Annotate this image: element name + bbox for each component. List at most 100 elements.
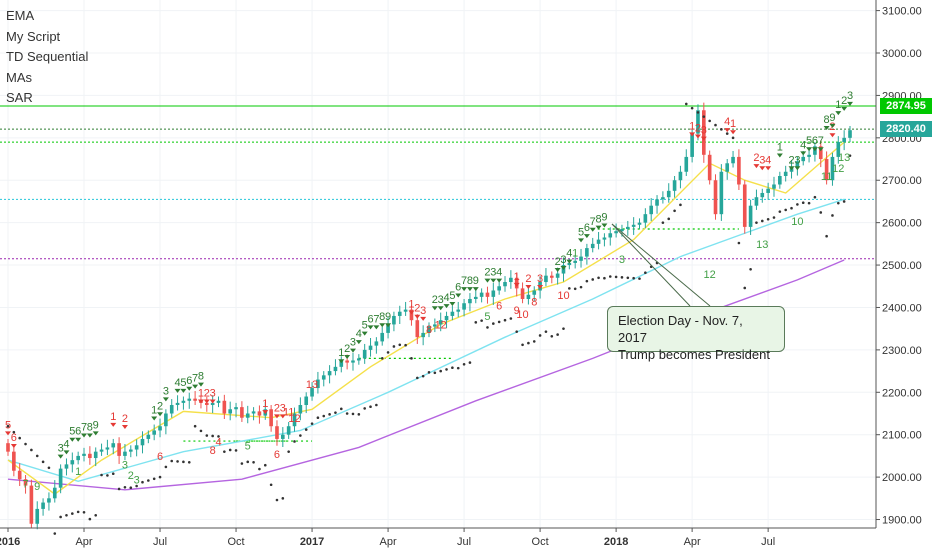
- legend-item-sar[interactable]: SAR: [6, 90, 33, 105]
- sar-dot: [299, 434, 302, 437]
- candle-body: [661, 197, 665, 200]
- sar-dot: [35, 454, 39, 458]
- td-buy-count-arrow: [583, 234, 590, 239]
- legend-item-ema[interactable]: EMA: [6, 8, 35, 23]
- x-tick-label: Apr: [684, 536, 701, 548]
- legend-item-my-script[interactable]: My Script: [6, 28, 61, 44]
- candle-body: [316, 379, 320, 389]
- td-buy-count-arrow: [461, 287, 468, 292]
- sar-dot: [725, 132, 729, 135]
- sar-dot: [743, 286, 747, 290]
- sar-dot: [404, 343, 407, 347]
- sar-dot: [720, 128, 723, 131]
- td-sell-count: 1: [198, 388, 204, 400]
- sar-dot: [661, 221, 665, 224]
- candle-body: [737, 156, 741, 185]
- sar-dot: [164, 465, 168, 469]
- candle-body: [620, 229, 624, 232]
- td-buy-count: 4: [800, 139, 806, 151]
- td-buy-count-arrow: [566, 259, 573, 264]
- sar-dot: [620, 276, 624, 279]
- td-buy-count: 9: [93, 419, 99, 431]
- candle-body: [479, 292, 484, 297]
- td-buy-count-arrow: [385, 323, 392, 328]
- td-buy-count-arrow: [92, 431, 99, 436]
- x-tick-label: Apr: [75, 536, 92, 548]
- sar-dot: [673, 209, 676, 213]
- sar-dot: [708, 119, 711, 123]
- td-buy-count: 3: [847, 90, 853, 102]
- td-buy-count-arrow: [192, 384, 199, 389]
- sar-dot: [205, 434, 209, 437]
- sar-dot: [199, 429, 203, 433]
- candle-body: [228, 409, 233, 414]
- candle-body: [473, 296, 478, 299]
- sar-dot: [632, 276, 635, 280]
- sar-dot: [410, 357, 413, 360]
- td-buy-count-arrow: [806, 147, 813, 152]
- candle-body: [58, 468, 63, 488]
- candle-body: [754, 197, 759, 206]
- td-sell-count-arrow: [209, 399, 216, 404]
- td-buy-count-arrow: [811, 147, 818, 152]
- candle-body: [433, 324, 437, 327]
- sar-dot: [684, 102, 688, 106]
- td-sell-count: 1: [110, 411, 116, 423]
- td-sell-count-arrow: [273, 414, 280, 419]
- td-buy-count-arrow: [180, 388, 187, 393]
- sar-dot: [246, 460, 250, 464]
- sar-dot: [65, 513, 68, 517]
- sar-dot: [714, 123, 717, 127]
- candle-body: [520, 288, 525, 299]
- td-sell-count-arrow: [5, 431, 11, 436]
- sar-dot: [398, 343, 402, 347]
- candle-body: [70, 460, 75, 465]
- candle-body: [766, 188, 770, 193]
- td-buy-count: 7: [590, 216, 596, 228]
- td-buy-count: 6: [75, 426, 81, 438]
- td-buy-count: 7: [192, 373, 198, 385]
- candle-body: [345, 360, 349, 363]
- candle-body: [111, 443, 116, 448]
- y-tick-label: 2700.00: [882, 175, 922, 187]
- sar-dot: [737, 241, 741, 245]
- td-buy-count: 8: [467, 275, 473, 287]
- sar-dot: [316, 416, 320, 420]
- td-buy-count: 2: [788, 154, 794, 166]
- td-sell-count-arrow: [759, 166, 766, 171]
- sar-dot: [6, 424, 10, 428]
- td-sell-count: 2: [414, 303, 420, 315]
- td-buy-count: 2: [157, 400, 163, 412]
- td-sell-count: 5: [5, 419, 11, 431]
- sar-dot: [258, 467, 261, 471]
- legend-item-td-sequential[interactable]: TD Sequential: [6, 49, 89, 64]
- candle-body: [269, 409, 273, 427]
- candle-body: [35, 508, 40, 524]
- candle-body: [234, 407, 238, 410]
- candle-body: [93, 451, 98, 459]
- td-setup-count: 13: [756, 239, 768, 251]
- td-buy-count-arrow: [829, 123, 836, 128]
- td-buy-count-arrow: [554, 268, 561, 273]
- td-sell-count-arrow: [408, 310, 415, 315]
- td-buy-count: 2: [841, 95, 847, 107]
- td-sell-count-arrow: [724, 128, 731, 133]
- td-buy-count-arrow: [75, 437, 82, 442]
- td-setup-count: 7: [22, 479, 28, 491]
- candle-body: [842, 137, 846, 143]
- td-buy-count-arrow: [817, 147, 824, 152]
- td-sell-count-arrow: [537, 285, 544, 290]
- td-buy-count: 6: [455, 282, 461, 294]
- candle-body: [333, 366, 338, 372]
- candle-body: [614, 231, 618, 234]
- sar-dot: [474, 321, 478, 324]
- td-setup-count: 5: [245, 441, 251, 453]
- sar-dot: [375, 403, 378, 407]
- td-sell-count-arrow: [279, 414, 286, 419]
- sar-dot: [532, 340, 536, 343]
- candle-body: [631, 224, 636, 227]
- legend-item-mas[interactable]: MAs: [6, 69, 32, 85]
- td-buy-count-arrow: [157, 412, 164, 417]
